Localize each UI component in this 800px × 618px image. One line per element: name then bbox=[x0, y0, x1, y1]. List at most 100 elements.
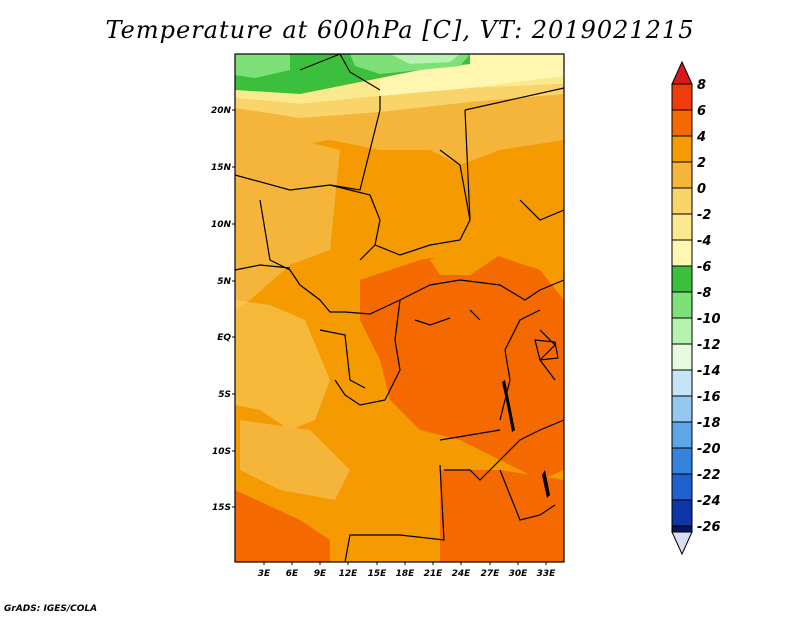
colorbar-bin bbox=[671, 343, 693, 371]
lon-label: 3E bbox=[258, 569, 271, 579]
colorbar-label: 6 bbox=[697, 104, 706, 119]
region-4-6-patch bbox=[430, 240, 500, 275]
lon-label: 21E bbox=[424, 569, 444, 579]
colorbar-bin bbox=[671, 369, 693, 397]
colorbar-label: 4 bbox=[696, 130, 706, 145]
colorbar-label: -10 bbox=[697, 312, 721, 327]
border-line bbox=[519, 199, 565, 221]
region-4-6-southwest bbox=[235, 490, 330, 562]
region-m10-m8 bbox=[235, 54, 290, 78]
lat-label: 5N bbox=[217, 277, 231, 287]
lon-label: 24E bbox=[452, 569, 472, 579]
border-line bbox=[299, 53, 341, 71]
lon-label: 27E bbox=[481, 569, 501, 579]
map-plot-area bbox=[234, 53, 565, 563]
grads-credit: GrADS: IGES/COLA bbox=[4, 604, 98, 614]
border-line bbox=[234, 264, 291, 271]
colorbar-bin bbox=[671, 291, 693, 319]
colorbar bbox=[671, 60, 693, 556]
colorbar-label: -26 bbox=[697, 520, 721, 535]
border-line bbox=[439, 149, 471, 221]
colorbar-bin bbox=[671, 447, 693, 475]
colorbar-top-tip bbox=[671, 60, 693, 85]
border-line bbox=[499, 469, 556, 521]
region-0-2-north bbox=[235, 92, 564, 165]
border-line bbox=[334, 299, 401, 406]
lon-label: 30E bbox=[509, 569, 529, 579]
colorbar-label: -20 bbox=[697, 442, 721, 457]
colorbar-labels: 8 6 4 2 0 -2 -4 -6 -8 -10 -12 -14 -16 -1… bbox=[696, 78, 721, 535]
region-4-6-south bbox=[440, 470, 564, 562]
lon-label: 33E bbox=[537, 569, 557, 579]
colorbar-bin bbox=[671, 525, 693, 533]
colorbar-bin bbox=[671, 499, 693, 527]
colorbar-bin bbox=[671, 187, 693, 215]
border-line bbox=[234, 96, 381, 191]
border-line bbox=[339, 53, 381, 91]
colorbar-label: -2 bbox=[697, 208, 711, 223]
lake-malawi bbox=[542, 470, 550, 498]
map-title: Temperature at 600hPa [C], VT: 201902121… bbox=[105, 16, 695, 44]
colorbar-label: -16 bbox=[697, 390, 721, 405]
longitude-ticks bbox=[263, 562, 547, 565]
lon-label: 18E bbox=[396, 569, 416, 579]
colorbar-bin bbox=[671, 109, 693, 137]
lat-label: EQ bbox=[217, 333, 231, 343]
border-line bbox=[539, 329, 556, 381]
colorbar-bin bbox=[671, 213, 693, 241]
border-line bbox=[439, 429, 501, 441]
lon-label: 6E bbox=[286, 569, 299, 579]
colorbar-label: -12 bbox=[697, 338, 721, 353]
border-line bbox=[469, 309, 481, 321]
border-line bbox=[464, 87, 565, 111]
lon-label: 9E bbox=[314, 569, 327, 579]
lake-tanganyika bbox=[502, 380, 515, 432]
lat-label: 10S bbox=[212, 447, 231, 457]
colorbar-bin bbox=[671, 395, 693, 423]
lat-label: 20N bbox=[211, 106, 232, 116]
border-line bbox=[259, 199, 301, 286]
colorbar-label: -22 bbox=[697, 468, 721, 483]
colorbar-bin bbox=[671, 421, 693, 449]
latitude-ticks bbox=[232, 109, 235, 508]
lon-label: 12E bbox=[339, 569, 359, 579]
border-line bbox=[414, 317, 451, 326]
colorbar-label: 2 bbox=[697, 156, 706, 171]
lat-label: 10N bbox=[211, 220, 232, 230]
border-line bbox=[444, 419, 565, 481]
latitude-axis: 20N 15N 10N 5N EQ 5S 10S 15S bbox=[211, 106, 232, 513]
colorbar-bin bbox=[671, 83, 693, 111]
colorbar-bottom-tip bbox=[671, 531, 693, 556]
colorbar-label: 8 bbox=[697, 78, 706, 93]
region-m2-0-band bbox=[235, 84, 564, 118]
colorbar-label: 0 bbox=[697, 182, 706, 197]
lakes bbox=[502, 339, 559, 498]
lat-label: 15N bbox=[211, 163, 232, 173]
colorbar-bin bbox=[671, 473, 693, 501]
colorbar-label: -8 bbox=[697, 286, 711, 301]
border-line bbox=[329, 184, 381, 261]
lat-label: 5S bbox=[218, 390, 231, 400]
colorbar-bin bbox=[671, 135, 693, 163]
region-0-2-southwest bbox=[240, 420, 350, 500]
lon-label: 15E bbox=[368, 569, 388, 579]
region-0-2-coast bbox=[235, 300, 330, 430]
colorbar-label: -4 bbox=[697, 234, 711, 249]
colorbar-bin bbox=[671, 265, 693, 293]
colorbar-label: -24 bbox=[697, 494, 721, 509]
region-m12-m10 bbox=[390, 54, 460, 64]
map-border bbox=[234, 53, 565, 563]
border-line bbox=[299, 279, 565, 315]
colorbar-bin bbox=[671, 239, 693, 267]
longitude-axis: 3E 6E 9E 12E 15E 18E 21E 24E 27E 30E 33E bbox=[258, 569, 556, 579]
border-line bbox=[344, 464, 445, 563]
colorbar-bin bbox=[671, 317, 693, 345]
colorbar-bin bbox=[671, 161, 693, 189]
lat-label: 15S bbox=[212, 503, 231, 513]
border-line bbox=[374, 109, 471, 256]
border-line bbox=[319, 329, 366, 389]
colorbar-label: -6 bbox=[697, 260, 711, 275]
colorbar-label: -18 bbox=[697, 416, 721, 431]
country-borders bbox=[234, 53, 565, 563]
